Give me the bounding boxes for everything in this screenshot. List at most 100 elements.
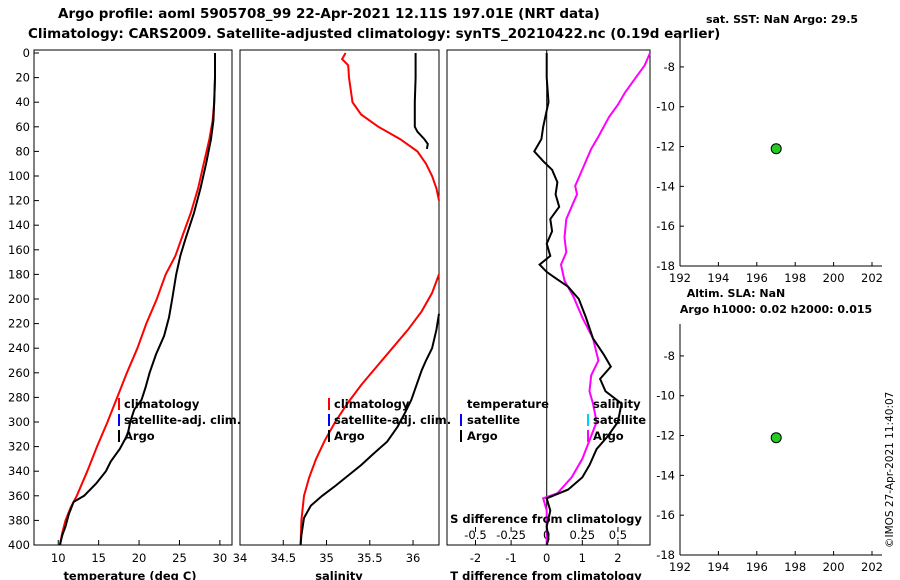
sst-float-position-marker xyxy=(770,143,782,155)
map-y-tick-label: -8 xyxy=(664,60,675,74)
figure-title-line-2: Climatology: CARS2009. Satellite-adjuste… xyxy=(28,26,721,42)
temperature-difference-line xyxy=(533,53,623,546)
figure-title-line-1: Argo profile: aoml 5905708_99 22-Apr-202… xyxy=(58,6,600,22)
legend-argo-label: Argo xyxy=(467,429,498,443)
temperature-x-tick-label: 15 xyxy=(91,551,106,565)
difference-x-tick-label: 2 xyxy=(614,551,621,565)
sla-float-position-marker xyxy=(770,432,782,444)
salinity-x-tick-label: 35 xyxy=(319,551,334,565)
difference-legend-left: temperature satellite Argo xyxy=(460,397,549,443)
temperature-legend: climatology satellite-adj. clim. Argo xyxy=(118,397,241,443)
sla-map-ticks: 192 194 196 198 200 202 -8 -10 -12 -14 -16 -18 xyxy=(656,349,883,574)
map-x-tick-label: 202 xyxy=(861,560,883,574)
depth-tick-label: 220 xyxy=(8,317,30,331)
s-difference-label: S difference from climatology xyxy=(450,512,642,526)
temperature-x-ticks: 10 15 20 25 30 xyxy=(51,540,227,565)
difference-x-tick-label: 1 xyxy=(579,551,586,565)
map-y-tick-label: -18 xyxy=(656,548,675,562)
depth-tick-label: 40 xyxy=(15,95,30,109)
depth-tick-label: 320 xyxy=(8,440,30,454)
difference-x-ticks: -2 -1 0 1 2 xyxy=(470,540,622,565)
salinity-x-tick-label: 36 xyxy=(406,551,421,565)
sla-panel-title: Altim. SLA: NaN xyxy=(687,287,786,300)
copyright-stamp: ©IMOS 27-Apr-2021 11:40:07 xyxy=(884,392,896,548)
difference-x-tick-label: 0 xyxy=(543,551,550,565)
map-y-tick-label: -12 xyxy=(656,140,675,154)
salinity-x-tick-label: 35.5 xyxy=(357,551,383,565)
map-y-tick-label: -16 xyxy=(656,219,675,233)
map-x-tick-label: 194 xyxy=(707,271,729,285)
depth-tick-label: 340 xyxy=(8,464,30,478)
difference-x-tick-label: -2 xyxy=(470,551,481,565)
salinity-difference-tick-label: 0.5 xyxy=(609,528,627,542)
map-y-tick-label: -8 xyxy=(664,349,675,363)
depth-tick-label: 300 xyxy=(8,415,30,429)
salinity-difference-tick-label: -0.5 xyxy=(464,528,486,542)
salinity-plot-frame xyxy=(239,49,440,546)
temperature-x-tick-label: 10 xyxy=(51,551,66,565)
difference-x-tick-label: -1 xyxy=(505,551,516,565)
legend-temperature-heading: temperature xyxy=(467,397,549,411)
map-y-tick-label: -10 xyxy=(656,389,675,403)
temperature-x-label: temperature (deg C) xyxy=(63,569,196,580)
depth-tick-label: 160 xyxy=(8,243,30,257)
depth-tick-label: 280 xyxy=(8,390,30,404)
salinity-climatology-line-lower xyxy=(299,274,440,546)
salinity-climatology-line-upper xyxy=(340,52,440,201)
salinity-difference-tick-label: -0.25 xyxy=(496,528,526,542)
legend-argo-label: Argo xyxy=(593,429,624,443)
map-x-tick-label: 192 xyxy=(669,560,691,574)
temperature-x-tick-label: 25 xyxy=(172,551,187,565)
depth-tick-label: 240 xyxy=(8,341,30,355)
sst-map-axes xyxy=(679,36,882,267)
temperature-plot-frame xyxy=(33,49,233,546)
map-y-tick-label: -14 xyxy=(656,468,675,482)
map-x-tick-label: 202 xyxy=(861,271,883,285)
depth-tick-label: 180 xyxy=(8,267,30,281)
map-y-tick-label: -16 xyxy=(656,508,675,522)
depth-tick-label: 0 xyxy=(23,46,30,60)
map-x-tick-label: 200 xyxy=(823,271,845,285)
depth-axis-ticks: 0 20 40 60 80 100 120 140 160 180 200 220 240 260 280 3… xyxy=(8,46,39,552)
map-x-tick-label: 194 xyxy=(707,560,729,574)
sla-map-axes xyxy=(679,324,882,556)
legend-satellite-label: satellite xyxy=(593,413,646,427)
depth-tick-label: 100 xyxy=(8,169,30,183)
map-x-tick-label: 196 xyxy=(746,271,768,285)
depth-tick-label: 60 xyxy=(15,120,30,134)
salinity-x-label: salinity xyxy=(315,569,363,580)
depth-tick-label: 140 xyxy=(8,218,30,232)
legend-satellite-label: satellite-adj. clim. xyxy=(124,413,241,427)
map-y-tick-label: -14 xyxy=(656,179,675,193)
map-y-tick-label: -10 xyxy=(656,100,675,114)
difference-plot-frame xyxy=(446,49,651,546)
depth-tick-label: 200 xyxy=(8,292,30,306)
legend-satellite-label: satellite xyxy=(467,413,520,427)
salinity-argo-line-upper xyxy=(413,53,429,150)
legend-salinity-heading: salinity xyxy=(593,397,641,411)
salinity-difference-line xyxy=(541,52,651,545)
temperature-x-tick-label: 30 xyxy=(213,551,228,565)
t-difference-label: T difference from climatology xyxy=(450,569,642,580)
map-x-tick-label: 198 xyxy=(784,271,806,285)
salinity-legend: climatology satellite-adj. clim. Argo xyxy=(328,397,451,443)
map-x-tick-label: 192 xyxy=(669,271,691,285)
sst-map-ticks: 192 194 196 198 200 202 -8 -10 -12 -14 -16 -18 xyxy=(656,60,883,285)
depth-tick-label: 400 xyxy=(8,538,30,552)
depth-tick-label: 120 xyxy=(8,194,30,208)
depth-tick-label: 20 xyxy=(15,71,30,85)
depth-tick-label: 260 xyxy=(8,366,30,380)
legend-argo-label: Argo xyxy=(334,429,365,443)
map-x-tick-label: 198 xyxy=(784,560,806,574)
temperature-climatology-line xyxy=(58,53,216,546)
temperature-x-tick-label: 20 xyxy=(132,551,147,565)
salinity-difference-ticks: -0.5 -0.25 0 0.25 0.5 xyxy=(464,527,627,542)
salinity-x-tick-label: 34 xyxy=(233,551,248,565)
depth-tick-label: 80 xyxy=(15,144,30,158)
depth-tick-label: 380 xyxy=(8,513,30,527)
legend-climatology-label: climatology xyxy=(334,397,410,411)
salinity-x-tick-label: 34.5 xyxy=(270,551,296,565)
salinity-x-ticks: 34 34.5 35 35.5 36 xyxy=(233,540,421,565)
sla-panel-subtitle: Argo h1000: 0.02 h2000: 0.015 xyxy=(680,303,872,316)
